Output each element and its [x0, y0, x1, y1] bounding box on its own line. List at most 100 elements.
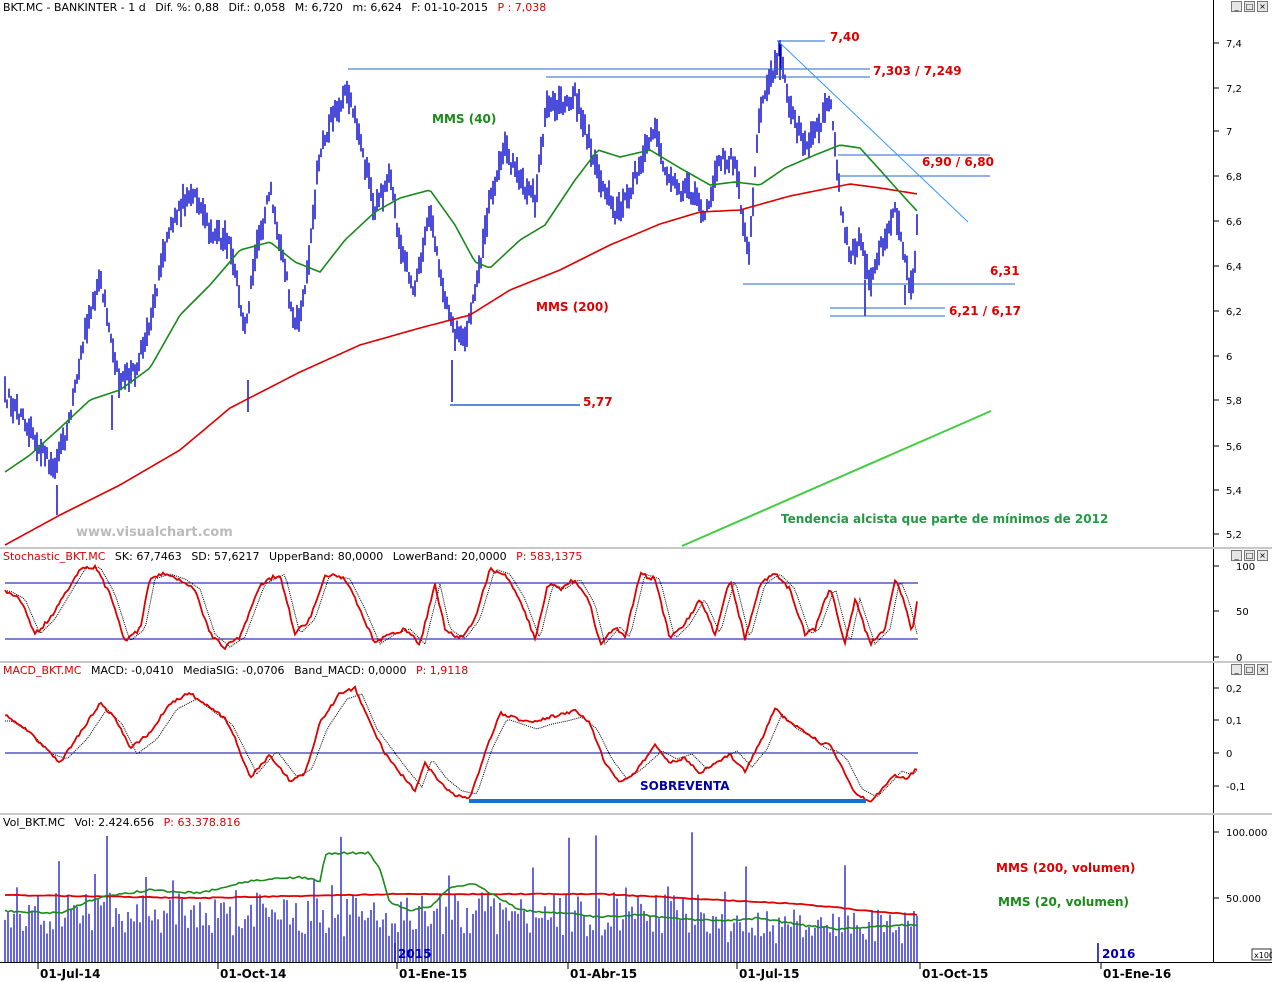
price-tick-label: 5,6 [1226, 442, 1242, 453]
price-tick-label: 7,4 [1226, 39, 1242, 50]
minimize-icon[interactable]: _ [1231, 1, 1242, 12]
stoch-tick-label: 50 [1236, 607, 1249, 618]
volume-mms20-line [4, 850, 918, 931]
separator[interactable] [0, 813, 1272, 815]
stoch-upper: UpperBand: 80,0000 [268, 550, 384, 563]
date-tick-label: 01-Jul-14 [40, 967, 100, 981]
level-7303-label: 7,303 / 7,249 [873, 64, 962, 78]
stoch-sd: SD: 57,6217 [191, 550, 260, 563]
macd-tick-label: -0,1 [1226, 782, 1246, 793]
price-ticks: 7,4 7,2 7 6,8 6,6 6,4 6,2 6 5,8 5,6 5,4 5,2 [1214, 39, 1242, 541]
date-tick-label: 01-Oct-14 [220, 967, 286, 981]
macd-sig: MediaSIG: -0,0706 [183, 664, 285, 677]
volume-value: Vol: 2.424.656 [74, 816, 155, 829]
oversold-label: SOBREVENTA [640, 779, 730, 793]
price-bars [4, 40, 918, 515]
mms40-line [4, 144, 918, 473]
date-ticks: 01-Jul-14 01-Oct-14 01-Ene-15 01-Abr-15 01-J… [37, 963, 1171, 981]
date-tick-label: 01-Jul-15 [739, 967, 799, 981]
watermark: www.visualchart.com [76, 525, 233, 540]
stoch-panel: Stochastic_BKT.MC SK: 67,7463 SD: 57,621… [0, 549, 1213, 661]
level-690-label: 6,90 / 6,80 [922, 155, 994, 169]
mms40-label: MMS (40) [432, 112, 496, 126]
year-2016-label: 2016 [1102, 947, 1135, 961]
price-chart: MMS (40) MMS (200) 7,40 7,303 / 7,249 6,… [4, 30, 1108, 547]
stoch-window-controls: _ □ × [1231, 550, 1268, 561]
price-date: F: 01-10-2015 [411, 1, 488, 14]
volume-tick-label: 50.000 [1226, 894, 1261, 905]
macd-tick-label: 0,1 [1226, 716, 1242, 727]
macd-p: P: 1,9118 [415, 664, 469, 677]
level-740-label: 7,40 [830, 30, 860, 44]
macd-band: Band_MACD: 0,0000 [294, 664, 407, 677]
price-tick-label: 6,8 [1226, 172, 1242, 183]
volume-mms200-label: MMS (200, volumen) [996, 861, 1135, 875]
volume-mms20-label: MMS (20, volumen) [998, 895, 1129, 909]
price-tick-label: 5,4 [1226, 486, 1242, 497]
stoch-name: Stochastic_BKT.MC [3, 550, 106, 563]
price-tick-label: 6 [1226, 352, 1232, 363]
volume-scale-label: x100 [1254, 951, 1272, 960]
stoch-chart [4, 563, 918, 651]
macd-chart: SOBREVENTA [4, 685, 918, 803]
close-icon[interactable]: × [1257, 550, 1268, 561]
volume-ticks: 100.000 50.000 [1214, 828, 1267, 905]
volume-p: P: 63.378.816 [163, 816, 241, 829]
level-631-label: 6,31 [990, 264, 1020, 278]
date-tick-label: 01-Ene-15 [399, 967, 467, 981]
mms200-line [4, 183, 918, 546]
volume-axis: 100.000 50.000 x100 [1213, 815, 1272, 962]
price-tick-label: 7 [1226, 127, 1232, 138]
stoch-tick-label: 100 [1236, 562, 1255, 573]
volume-header: Vol_BKT.MC Vol: 2.424.656 P: 63.378.816 [0, 815, 1213, 830]
stoch-sk-line [4, 563, 918, 651]
macd-window-controls: _ □ × [1231, 664, 1268, 675]
macd-signal-line [5, 693, 918, 797]
year-2015-label: 2015 [398, 947, 431, 961]
minimize-icon[interactable]: _ [1231, 550, 1242, 561]
stoch-ticks: 100 50 0 [1214, 562, 1255, 661]
stoch-tick-label: 0 [1236, 653, 1242, 661]
price-axis: _ □ × 7,4 7,2 7 6,8 6,6 6,4 6,2 6 5,8 5,6 5,4 5,2 [1213, 0, 1272, 547]
price-tick-label: 5,2 [1226, 530, 1242, 541]
stoch-axis: _ □ × 100 50 0 [1213, 549, 1272, 661]
trend-label: Tendencia alcista que parte de mínimos d… [781, 512, 1108, 526]
price-max: M: 6,720 [294, 1, 343, 14]
separator[interactable] [0, 661, 1272, 663]
close-icon[interactable]: × [1257, 1, 1268, 12]
maximize-icon[interactable]: □ [1244, 1, 1255, 12]
mms200-label: MMS (200) [536, 300, 609, 314]
price-window-controls: _ □ × [1231, 1, 1268, 12]
minimize-icon[interactable]: _ [1231, 664, 1242, 675]
close-icon[interactable]: × [1257, 664, 1268, 675]
separator[interactable] [0, 547, 1272, 549]
price-tick-label: 5,8 [1226, 396, 1242, 407]
date-axis: 01-Jul-14 01-Oct-14 01-Ene-15 01-Abr-15 01-J… [0, 962, 1272, 981]
price-tick-label: 6,2 [1226, 307, 1242, 318]
maximize-icon[interactable]: □ [1244, 550, 1255, 561]
price-min: m: 6,624 [352, 1, 402, 14]
volume-tick-label: 100.000 [1226, 828, 1267, 839]
macd-tick-label: 0,2 [1226, 684, 1242, 695]
price-panel: BKT.MC - BANKINTER - 1 d Dif. %: 0,88 Di… [3, 1, 1109, 547]
volume-chart: MMS (200, volumen) MMS (20, volumen) 201… [4, 832, 1135, 962]
price-dif-pct: Dif. %: 0,88 [155, 1, 219, 14]
price-last: P : 7,038 [497, 1, 547, 14]
date-tick-label: 01-Abr-15 [570, 967, 637, 981]
date-tick-label: 01-Ene-16 [1103, 967, 1171, 981]
volume-bars [4, 832, 918, 962]
maximize-icon[interactable]: □ [1244, 664, 1255, 675]
macd-ticks: 0,2 0,1 0 -0,1 [1214, 684, 1246, 793]
stoch-p: P: 583,1375 [516, 550, 583, 563]
downtrend-line [778, 41, 969, 223]
price-tick-label: 6,6 [1226, 217, 1242, 228]
macd-header: MACD_BKT.MC MACD: -0,0410 MediaSIG: -0,0… [0, 663, 1213, 678]
volume-name: Vol_BKT.MC [3, 816, 65, 829]
stoch-sk: SK: 67,7463 [114, 550, 182, 563]
date-tick-label: 01-Oct-15 [922, 967, 988, 981]
macd-axis: _ □ × 0,2 0,1 0 -0,1 [1213, 663, 1272, 813]
volume-mms200-line [4, 892, 918, 916]
macd-name: MACD_BKT.MC [3, 664, 82, 677]
uptrend-line [681, 410, 992, 547]
volume-panel: Vol_BKT.MC Vol: 2.424.656 P: 63.378.816 … [0, 815, 1213, 962]
